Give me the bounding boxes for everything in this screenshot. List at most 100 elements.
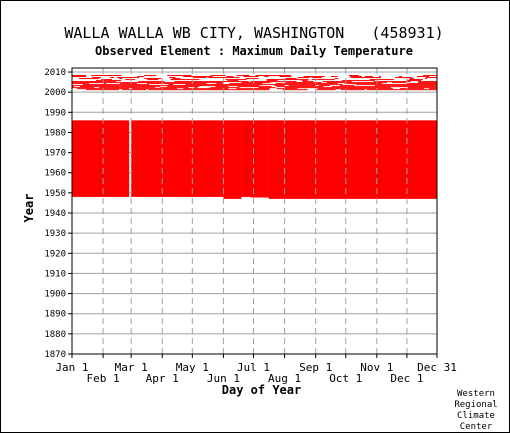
data-segment xyxy=(229,83,239,85)
data-segment xyxy=(176,81,189,83)
data-segment xyxy=(79,78,82,80)
data-segment xyxy=(335,81,348,83)
x-tick-label: May 1 xyxy=(176,361,209,374)
data-segment xyxy=(293,79,309,81)
data-segment xyxy=(104,85,120,87)
data-segment xyxy=(125,79,136,81)
data-segment xyxy=(193,77,196,79)
data-segment xyxy=(434,87,437,89)
data-segment xyxy=(256,82,271,84)
data-segment xyxy=(276,86,286,88)
data-segment xyxy=(379,83,382,85)
data-segment xyxy=(312,76,325,78)
data-segment xyxy=(163,83,176,85)
data-segment xyxy=(119,86,129,88)
data-segment xyxy=(340,84,343,86)
data-segment xyxy=(424,78,427,80)
chart-subtitle: Observed Element : Maximum Daily Tempera… xyxy=(95,44,413,58)
data-segment xyxy=(77,82,81,84)
data-segment xyxy=(225,79,234,81)
data-segment xyxy=(236,77,240,79)
data-segment xyxy=(244,88,247,90)
data-segment xyxy=(162,87,170,89)
data-segment xyxy=(406,83,410,85)
data-segment xyxy=(433,86,436,88)
data-segment xyxy=(313,82,322,84)
data-segment xyxy=(401,86,409,88)
data-segment xyxy=(237,86,253,88)
data-segment xyxy=(206,88,222,90)
data-segment xyxy=(80,82,91,84)
data-segment xyxy=(433,83,437,85)
data-segment xyxy=(196,84,203,86)
data-segment xyxy=(282,89,297,91)
data-segment xyxy=(167,86,177,88)
data-segment xyxy=(92,77,102,79)
data-segment xyxy=(84,78,98,80)
data-segment xyxy=(221,88,229,90)
data-segment xyxy=(72,83,79,85)
data-segment xyxy=(335,86,339,88)
data-segment xyxy=(413,89,425,91)
data-segment xyxy=(419,81,423,83)
data-segment xyxy=(108,81,113,83)
data-segment xyxy=(122,89,130,91)
data-segment xyxy=(87,87,91,89)
data-segment xyxy=(228,89,236,91)
data-segment xyxy=(231,77,234,79)
data-segment xyxy=(168,84,174,86)
data-segment xyxy=(245,78,259,80)
data-segment xyxy=(129,89,138,91)
data-segment xyxy=(264,89,270,91)
data-segment xyxy=(422,84,432,86)
data-segment xyxy=(307,84,311,86)
data-segment xyxy=(281,83,292,85)
y-tick-label: 1990 xyxy=(44,108,66,118)
x-tick-label: Feb 1 xyxy=(87,372,120,385)
data-segment xyxy=(198,76,213,78)
data-segment xyxy=(112,82,126,84)
data-segment xyxy=(355,84,362,86)
data-segment xyxy=(378,76,381,78)
data-block xyxy=(241,120,251,197)
data-segment xyxy=(316,89,322,91)
plot-border xyxy=(71,67,438,355)
data-segment xyxy=(431,84,437,86)
data-segment xyxy=(204,89,215,91)
data-segment xyxy=(433,85,437,87)
data-segment xyxy=(192,83,204,85)
data-segment xyxy=(81,78,85,80)
data-segment xyxy=(414,87,422,89)
data-segment xyxy=(347,86,355,88)
data-segment xyxy=(365,77,381,79)
data-segment xyxy=(128,86,138,88)
data-segment xyxy=(142,88,149,90)
data-segment xyxy=(308,87,321,89)
data-segment xyxy=(340,89,356,91)
data-segment xyxy=(203,83,207,85)
data-segment xyxy=(83,84,87,86)
data-segment xyxy=(77,88,86,90)
data-segment xyxy=(289,87,295,89)
data-segment xyxy=(160,85,175,87)
data-segment xyxy=(328,87,343,89)
data-segment xyxy=(398,81,411,83)
data-segment xyxy=(342,86,348,88)
data-segment xyxy=(350,77,354,79)
data-segment xyxy=(236,88,245,90)
data-segment xyxy=(295,86,311,88)
data-segment xyxy=(225,85,229,87)
data-segment xyxy=(117,77,125,79)
data-segment xyxy=(179,89,183,91)
data-segment xyxy=(218,87,225,89)
data-segment xyxy=(85,88,99,90)
data-segment xyxy=(342,82,353,84)
data-segment xyxy=(434,89,437,91)
data-segment xyxy=(210,87,219,89)
y-tick-label: 1910 xyxy=(44,269,66,279)
data-segment xyxy=(333,86,336,88)
data-segment xyxy=(249,83,255,85)
data-segment xyxy=(106,80,122,82)
data-segment xyxy=(226,76,234,78)
data-segment xyxy=(183,88,195,90)
